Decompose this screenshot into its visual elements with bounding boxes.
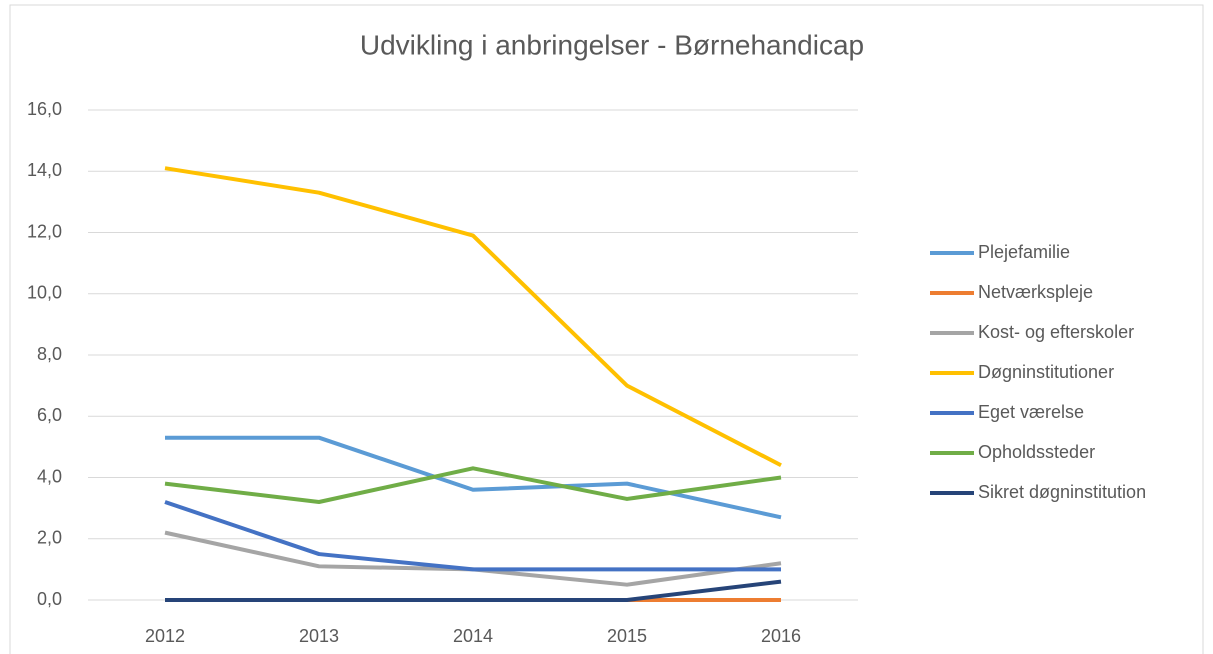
y-tick-label: 8,0 [37,344,62,364]
chart-title: Udvikling i anbringelser - Børnehandicap [360,29,864,60]
y-tick-label: 16,0 [27,99,62,119]
x-tick-label: 2014 [453,626,493,646]
series-line [164,166,782,468]
y-tick-label: 0,0 [37,589,62,609]
series-line [164,530,782,587]
x-tick-label: 2012 [145,626,185,646]
y-tick-label: 10,0 [27,283,62,303]
y-tick-label: 2,0 [37,528,62,548]
legend-label: Plejefamilie [978,242,1070,262]
y-tick-label: 14,0 [27,160,62,180]
x-tick-label: 2013 [299,626,339,646]
legend-label: Netværkspleje [978,282,1093,302]
legend-label: Eget værelse [978,402,1084,422]
y-tick-label: 4,0 [37,466,62,486]
series-line [164,500,781,572]
legend-label: Sikret døgninstitution [978,482,1146,502]
legend-label: Opholdssteder [978,442,1095,462]
series-line [165,435,782,520]
x-tick-label: 2016 [761,626,801,646]
series-line [164,466,782,504]
x-tick-label: 2015 [607,626,647,646]
chart-frame [9,4,1204,654]
y-tick-label: 12,0 [27,221,62,241]
legend-label: Døgninstitutioner [978,362,1114,382]
legend-label: Kost- og efterskoler [978,322,1134,342]
y-tick-label: 6,0 [37,405,62,425]
series-line [165,579,782,602]
